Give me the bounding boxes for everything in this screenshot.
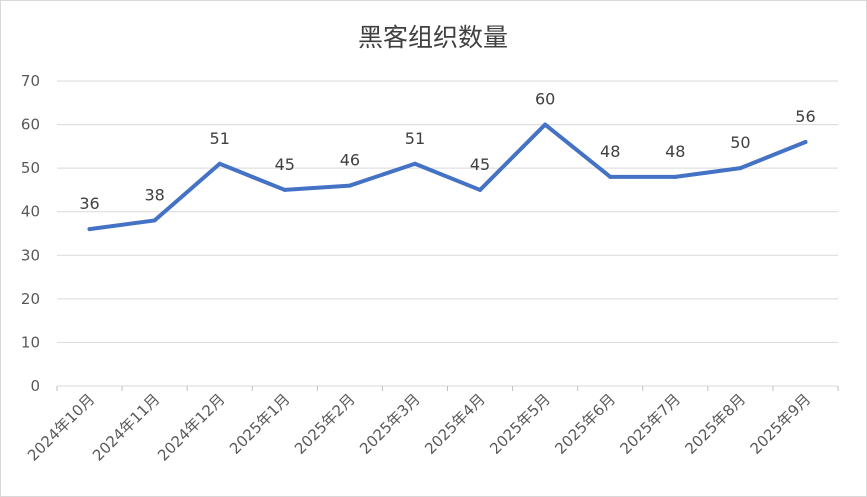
data-point xyxy=(217,161,222,166)
data-label: 45 xyxy=(275,155,295,174)
x-tick-label: 2025年3月 xyxy=(356,390,424,458)
y-tick-label: 50 xyxy=(21,159,40,177)
data-label: 38 xyxy=(144,185,164,204)
y-tick-label: 20 xyxy=(21,290,40,308)
x-tick-label: 2025年1月 xyxy=(226,390,294,458)
data-label: 36 xyxy=(79,194,99,213)
data-label: 48 xyxy=(600,142,620,161)
data-point xyxy=(803,140,808,144)
y-tick-label: 40 xyxy=(21,203,40,221)
data-label: 48 xyxy=(665,142,685,161)
data-point xyxy=(608,174,613,179)
series-line xyxy=(87,122,808,232)
data-label: 56 xyxy=(795,107,815,126)
data-label: 45 xyxy=(470,155,490,174)
data-label: 51 xyxy=(210,129,230,148)
data-point xyxy=(738,166,743,171)
x-tick-label: 2024年10月 xyxy=(24,390,98,464)
y-tick-label: 60 xyxy=(21,116,40,134)
data-label: 51 xyxy=(405,129,425,148)
y-tick-label: 10 xyxy=(21,333,40,351)
x-tick-label: 2024年12月 xyxy=(154,390,228,464)
x-tick-label: 2025年9月 xyxy=(747,390,815,458)
data-point xyxy=(412,161,417,166)
x-tick-label: 2025年6月 xyxy=(551,390,619,458)
y-tick-label: 70 xyxy=(21,72,40,90)
data-point xyxy=(478,187,483,192)
x-tick-label: 2025年4月 xyxy=(421,390,489,458)
y-tick-label: 30 xyxy=(21,246,40,264)
x-tick-label: 2025年2月 xyxy=(291,390,359,458)
data-point xyxy=(543,122,548,127)
data-label: 46 xyxy=(340,151,360,170)
x-tick-label: 2025年8月 xyxy=(682,390,750,458)
data-point xyxy=(347,183,352,188)
data-point xyxy=(152,218,157,223)
data-point xyxy=(673,174,678,179)
y-tick-label: 0 xyxy=(30,377,40,395)
data-label: 60 xyxy=(535,90,555,109)
data-point xyxy=(87,227,92,232)
data-label: 50 xyxy=(730,133,750,152)
x-tick-label: 2024年11月 xyxy=(89,390,163,464)
x-tick-label: 2025年5月 xyxy=(486,390,554,458)
data-point xyxy=(282,187,287,192)
x-tick-label: 2025年7月 xyxy=(616,390,684,458)
chart-title: 黑客组织数量 xyxy=(358,23,508,52)
